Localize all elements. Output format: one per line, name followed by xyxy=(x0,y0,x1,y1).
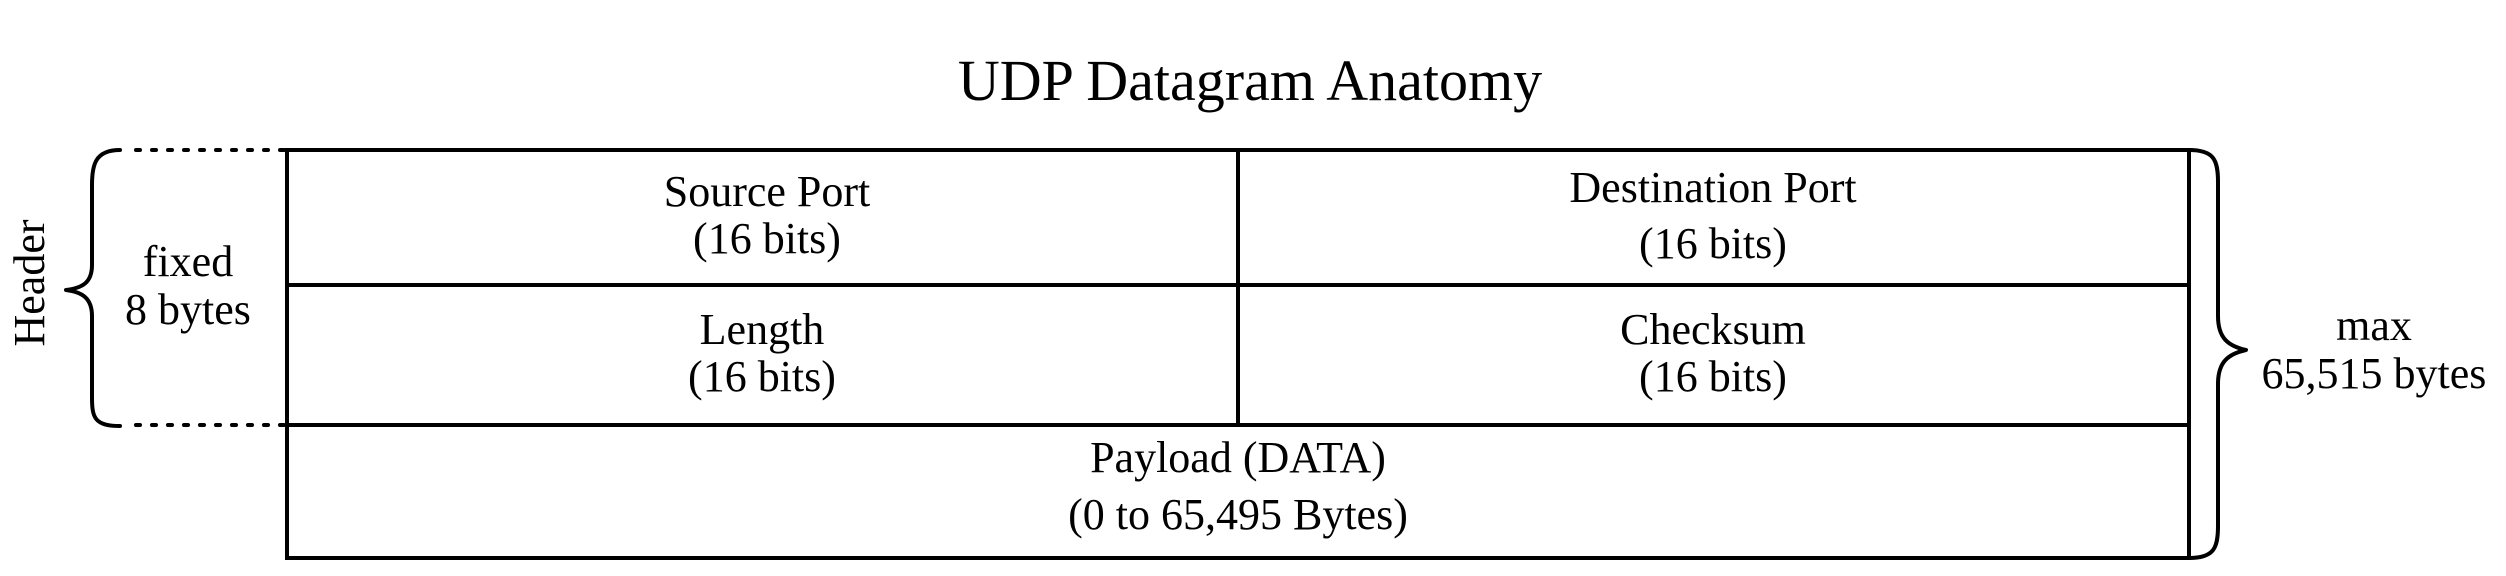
checksum-name: Checksum xyxy=(1620,305,1806,354)
total-size-brace xyxy=(2187,148,2248,560)
length-size: (16 bits) xyxy=(688,352,836,401)
source-port-name: Source Port xyxy=(664,167,871,216)
total-size-line1: max xyxy=(2336,301,2412,350)
header-size-line2: 8 bytes xyxy=(125,285,251,334)
payload-name: Payload (DATA) xyxy=(1090,433,1386,482)
destination-port-name: Destination Port xyxy=(1569,163,1856,212)
total-size-line2: 65,515 bytes xyxy=(2262,349,2487,398)
destination-port-size: (16 bits) xyxy=(1639,219,1787,268)
length-name: Length xyxy=(700,305,825,354)
source-port-size: (16 bits) xyxy=(693,214,841,263)
header-size-line1: fixed xyxy=(143,237,233,286)
checksum-size: (16 bits) xyxy=(1639,352,1787,401)
header-label: Header xyxy=(5,219,54,346)
diagram-title: UDP Datagram Anatomy xyxy=(958,48,1542,113)
header-brace xyxy=(64,148,122,428)
payload-size: (0 to 65,495 Bytes) xyxy=(1068,490,1408,539)
